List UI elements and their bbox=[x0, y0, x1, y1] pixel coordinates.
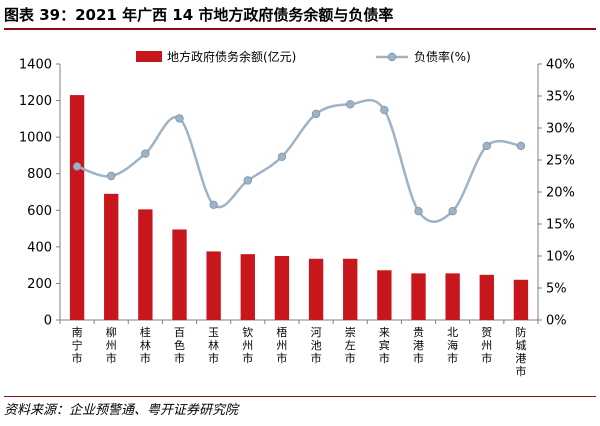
right-tick-label: 20% bbox=[546, 186, 575, 201]
bar-series bbox=[69, 95, 529, 320]
right-tick-label: 30% bbox=[546, 122, 575, 137]
chart-title: 图表 39：2021 年广西 14 市地方政府债务余额与负债率 bbox=[4, 6, 394, 24]
x-axis: 南宁市 柳州市 桂林市 百色市 玉林市 钦州市 梧州市 河池市 崇左市 来宾市 贵港市 北海市 贺州市 防… bbox=[59, 319, 539, 378]
line-point bbox=[107, 171, 116, 181]
x-category-label: 梧州市 bbox=[276, 325, 287, 365]
right-tick-label: 35% bbox=[546, 90, 575, 105]
line-point bbox=[448, 206, 457, 216]
left-tick-label: 200 bbox=[27, 277, 52, 292]
bar bbox=[377, 270, 392, 320]
left-tick-label: 1400 bbox=[19, 58, 52, 73]
bar bbox=[104, 193, 119, 320]
legend-bar-swatch bbox=[136, 51, 162, 62]
line-point bbox=[277, 152, 287, 161]
line-point bbox=[175, 114, 184, 123]
x-category-label: 北海市 bbox=[447, 326, 458, 365]
left-tick-label: 800 bbox=[27, 167, 52, 182]
line-point bbox=[414, 206, 423, 216]
x-category-label: 来宾市 bbox=[379, 326, 390, 365]
bar bbox=[172, 229, 187, 320]
bar bbox=[138, 209, 153, 320]
right-axis: 0% 5% 10% 15% 20% 25% 30% 35% 40% bbox=[537, 58, 575, 329]
bar bbox=[69, 95, 85, 320]
line-point bbox=[141, 149, 150, 158]
line-point bbox=[311, 109, 321, 119]
left-tick-label: 1200 bbox=[19, 94, 52, 109]
x-category-label: 南宁市 bbox=[72, 326, 83, 365]
line-point bbox=[516, 141, 526, 151]
legend-bar-label: 地方政府债务余额(亿元) bbox=[167, 49, 296, 64]
left-axis: 0 200 400 600 800 1000 1200 1400 bbox=[19, 58, 61, 329]
x-category-label: 贵港市 bbox=[413, 326, 424, 365]
left-tick-label: 600 bbox=[27, 204, 52, 219]
bar bbox=[240, 254, 255, 320]
source-note: 资料来源：企业预警通、粤开证券研究院 bbox=[4, 403, 239, 418]
bar bbox=[343, 258, 358, 320]
legend-line-marker bbox=[387, 52, 397, 62]
bar bbox=[445, 273, 460, 320]
bar bbox=[206, 251, 221, 320]
bar bbox=[411, 273, 426, 320]
legend-line-label: 负债率(%) bbox=[414, 49, 471, 64]
x-category-label: 钦州市 bbox=[242, 326, 253, 365]
chart: 0 200 400 600 800 1000 1200 1400 0% 5% 10% 15% 20% 2… bbox=[19, 49, 575, 378]
right-tick-label: 15% bbox=[546, 218, 575, 233]
bar bbox=[479, 274, 494, 320]
right-tick-label: 5% bbox=[546, 282, 567, 297]
x-category-label: 玉林市 bbox=[208, 326, 219, 365]
x-category-label: 崇左市 bbox=[345, 326, 356, 365]
footer-rule bbox=[4, 396, 596, 397]
bar bbox=[513, 279, 529, 320]
x-category-label: 百色市 bbox=[174, 326, 185, 365]
legend: 地方政府债务余额(亿元) 负债率(%) bbox=[136, 49, 471, 64]
left-tick-label: 0 bbox=[44, 314, 52, 329]
right-tick-label: 0% bbox=[546, 314, 567, 329]
right-tick-label: 10% bbox=[546, 250, 575, 265]
line-point bbox=[482, 141, 491, 151]
line-point bbox=[209, 200, 218, 209]
x-category-label: 贺州市 bbox=[481, 326, 492, 365]
line-series bbox=[72, 99, 526, 223]
x-category-label: 防城港市 bbox=[515, 325, 526, 378]
x-category-label: 河池市 bbox=[311, 326, 322, 365]
line-point bbox=[346, 100, 355, 109]
left-tick-label: 1000 bbox=[19, 131, 52, 146]
right-tick-label: 25% bbox=[546, 154, 575, 169]
line-point bbox=[243, 176, 252, 185]
right-tick-label: 40% bbox=[546, 58, 575, 73]
debt-ratio-line bbox=[76, 99, 522, 223]
line-point bbox=[72, 162, 82, 171]
x-category-label: 桂林市 bbox=[140, 325, 151, 365]
title-rule bbox=[4, 28, 596, 30]
left-tick-label: 400 bbox=[27, 240, 52, 255]
bar bbox=[274, 256, 290, 320]
bar bbox=[308, 258, 324, 320]
x-category-label: 柳州市 bbox=[106, 325, 117, 365]
line-point bbox=[380, 105, 389, 115]
